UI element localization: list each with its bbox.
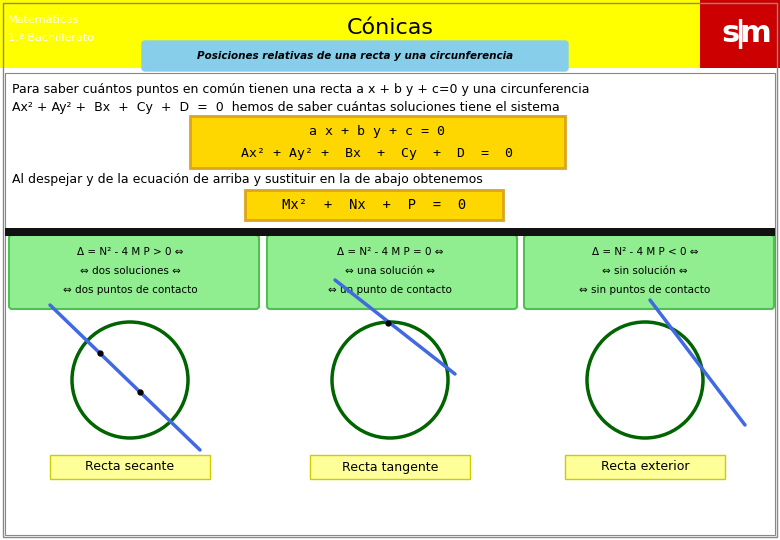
Text: Recta tangente: Recta tangente xyxy=(342,461,438,474)
Text: Δ = N² - 4 M P < 0 ⇔: Δ = N² - 4 M P < 0 ⇔ xyxy=(592,247,698,257)
Text: Posiciones relativas de una recta y una circunferencia: Posiciones relativas de una recta y una … xyxy=(197,51,513,61)
Text: Mx²  +  Nx  +  P  =  0: Mx² + Nx + P = 0 xyxy=(282,198,466,212)
Text: ⇔ dos puntos de contacto: ⇔ dos puntos de contacto xyxy=(62,285,197,295)
Text: Ax² + Ay² +  Bx  +  Cy  +  D  =  0  hemos de saber cuántas soluciones tiene el s: Ax² + Ay² + Bx + Cy + D = 0 hemos de sab… xyxy=(12,102,560,114)
Text: m: m xyxy=(740,19,771,49)
FancyBboxPatch shape xyxy=(190,116,565,168)
FancyBboxPatch shape xyxy=(0,0,780,68)
FancyBboxPatch shape xyxy=(142,41,568,71)
Text: |: | xyxy=(735,19,746,49)
Text: Ax² + Ay² +  Bx  +  Cy  +  D  =  0: Ax² + Ay² + Bx + Cy + D = 0 xyxy=(241,146,513,159)
Text: Recta secante: Recta secante xyxy=(86,461,175,474)
FancyBboxPatch shape xyxy=(50,455,210,479)
FancyBboxPatch shape xyxy=(565,455,725,479)
Bar xyxy=(5,228,775,236)
FancyBboxPatch shape xyxy=(524,235,774,309)
Text: Cónicas: Cónicas xyxy=(346,18,434,38)
FancyBboxPatch shape xyxy=(700,0,780,68)
Text: ⇔ sin puntos de contacto: ⇔ sin puntos de contacto xyxy=(580,285,711,295)
Text: ⇔ una solución ⇔: ⇔ una solución ⇔ xyxy=(345,266,435,276)
Text: Δ = N² - 4 M P = 0 ⇔: Δ = N² - 4 M P = 0 ⇔ xyxy=(337,247,443,257)
Text: Matemáticas: Matemáticas xyxy=(8,15,80,25)
Text: Al despejar y de la ecuación de arriba y sustituir en la de abajo obtenemos: Al despejar y de la ecuación de arriba y… xyxy=(12,173,483,186)
Text: ⇔ sin solución ⇔: ⇔ sin solución ⇔ xyxy=(602,266,688,276)
Text: a x + b y + c = 0: a x + b y + c = 0 xyxy=(309,125,445,138)
Text: Δ = N² - 4 M P > 0 ⇔: Δ = N² - 4 M P > 0 ⇔ xyxy=(76,247,183,257)
Text: Para saber cuántos puntos en común tienen una recta a x + b y + c=0 y una circun: Para saber cuántos puntos en común tiene… xyxy=(12,84,590,97)
FancyBboxPatch shape xyxy=(5,73,775,535)
Text: s: s xyxy=(722,19,740,49)
FancyBboxPatch shape xyxy=(267,235,517,309)
FancyBboxPatch shape xyxy=(245,190,503,220)
Text: ⇔ dos soluciones ⇔: ⇔ dos soluciones ⇔ xyxy=(80,266,180,276)
FancyBboxPatch shape xyxy=(310,455,470,479)
Text: Recta exterior: Recta exterior xyxy=(601,461,690,474)
Text: 1.º Bachillerato: 1.º Bachillerato xyxy=(8,33,94,43)
FancyBboxPatch shape xyxy=(9,235,259,309)
Text: ⇔ un punto de contacto: ⇔ un punto de contacto xyxy=(328,285,452,295)
